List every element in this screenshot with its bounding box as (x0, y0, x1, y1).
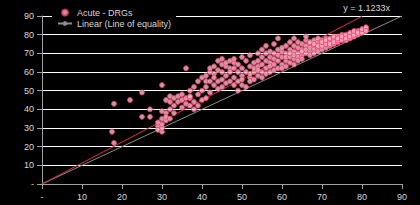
svg-text:90: 90 (24, 11, 34, 21)
svg-text:40: 40 (197, 192, 207, 202)
svg-text:-: - (31, 179, 34, 189)
svg-text:y = 1.1233x: y = 1.1233x (343, 3, 390, 13)
svg-text:80: 80 (357, 192, 367, 202)
svg-text:70: 70 (317, 192, 327, 202)
svg-text:60: 60 (277, 192, 287, 202)
svg-text:40: 40 (24, 104, 34, 114)
svg-text:Linear (Line of equality): Linear (Line of equality) (77, 19, 171, 29)
svg-text:-: - (41, 192, 44, 202)
svg-text:90: 90 (397, 192, 407, 202)
svg-text:70: 70 (24, 48, 34, 58)
svg-text:50: 50 (24, 86, 34, 96)
svg-text:20: 20 (24, 142, 34, 152)
svg-text:20: 20 (117, 192, 127, 202)
svg-text:80: 80 (24, 30, 34, 40)
svg-text:60: 60 (24, 67, 34, 77)
svg-text:30: 30 (24, 123, 34, 133)
svg-text:Acute - DRGs: Acute - DRGs (77, 8, 133, 18)
svg-text:10: 10 (24, 160, 34, 170)
svg-text:30: 30 (157, 192, 167, 202)
svg-text:50: 50 (237, 192, 247, 202)
svg-text:10: 10 (77, 192, 87, 202)
